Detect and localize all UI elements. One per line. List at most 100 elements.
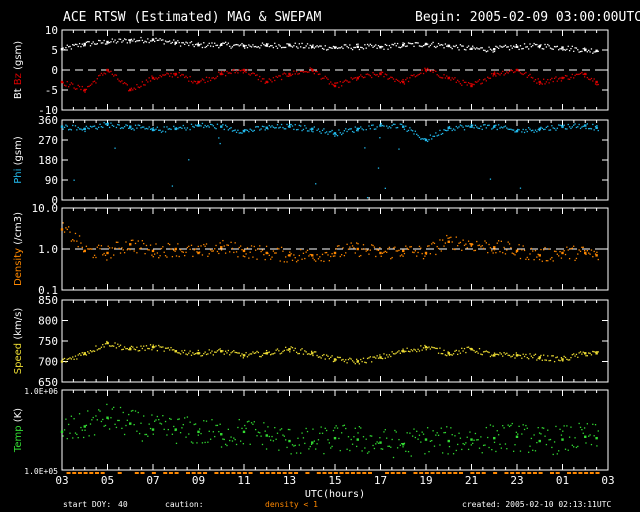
data-sample (310, 68, 313, 70)
data-sample (332, 255, 335, 257)
data-sample (151, 75, 153, 77)
data-sample (62, 222, 64, 224)
data-sample (77, 84, 79, 87)
data-sample (153, 346, 156, 348)
data-sample (83, 45, 85, 47)
data-point (242, 44, 246, 48)
data-sample (267, 128, 269, 130)
data-sample (440, 133, 442, 135)
data-sample (582, 73, 584, 75)
data-sample (197, 434, 199, 436)
data-sample (358, 363, 361, 365)
data-sample (444, 43, 447, 45)
data-sample (336, 135, 339, 137)
data-sample (533, 42, 535, 45)
data-sample (274, 79, 276, 82)
caution-mark (356, 472, 361, 474)
x-tick-label: 13 (283, 474, 296, 487)
data-sample (549, 79, 552, 81)
data-sample (118, 345, 120, 348)
data-sample (507, 424, 509, 426)
data-sample (590, 354, 593, 356)
data-sample (538, 258, 541, 261)
data-point (470, 438, 473, 441)
data-sample (394, 42, 396, 45)
data-sample (140, 127, 142, 129)
data-sample (278, 75, 280, 77)
data-sample (271, 125, 273, 127)
data-sample (512, 253, 515, 255)
data-sample (497, 354, 500, 356)
data-sample (91, 83, 93, 85)
data-sample (234, 438, 236, 441)
data-sample (113, 41, 115, 43)
data-sample (119, 81, 122, 83)
data-point (197, 124, 200, 127)
data-sample (310, 350, 313, 352)
data-sample (545, 260, 548, 262)
data-sample (104, 254, 107, 257)
data-sample (85, 125, 88, 128)
data-sample (203, 243, 205, 246)
data-sample (88, 128, 90, 130)
data-sample (275, 252, 277, 254)
data-sample (148, 249, 150, 251)
data-sample (201, 442, 204, 444)
data-sample (478, 348, 481, 350)
data-sample (330, 356, 332, 359)
data-sample (319, 73, 321, 75)
data-sample (530, 76, 533, 79)
begin-time: Begin: 2005-02-09 03:00:00UTC (415, 10, 640, 25)
data-sample (255, 352, 257, 354)
data-sample (122, 411, 124, 414)
data-sample (212, 250, 214, 252)
data-sample (592, 423, 594, 425)
data-sample (433, 69, 436, 72)
data-sample (481, 452, 483, 454)
data-sample (585, 355, 587, 357)
data-sample (96, 43, 98, 45)
data-sample (421, 431, 423, 433)
data-sample (65, 46, 67, 49)
data-sample (371, 435, 373, 437)
data-sample (147, 249, 149, 251)
data-sample (83, 436, 85, 439)
data-sample (581, 353, 583, 355)
caution-mark (276, 472, 281, 474)
data-sample (335, 425, 337, 427)
data-sample (103, 72, 105, 74)
data-sample (115, 426, 118, 429)
data-sample (298, 352, 300, 355)
data-sample (334, 255, 336, 257)
data-sample (123, 252, 126, 254)
data-sample (376, 249, 378, 251)
data-sample (89, 45, 92, 47)
data-sample (74, 125, 77, 127)
data-sample (328, 83, 331, 85)
data-sample (177, 243, 179, 245)
data-sample (435, 46, 437, 49)
data-sample (67, 226, 70, 228)
data-sample (394, 429, 396, 432)
data-sample (503, 126, 505, 128)
data-sample (169, 40, 171, 42)
data-sample (450, 236, 452, 238)
data-sample (207, 44, 209, 46)
x-tick-label: 15 (328, 474, 341, 487)
data-sample (442, 239, 444, 241)
data-sample (199, 44, 201, 46)
data-point (595, 254, 598, 257)
data-sample (162, 74, 164, 76)
data-sample (316, 45, 318, 47)
data-sample (564, 128, 567, 130)
data-sample (544, 359, 546, 361)
data-sample (125, 241, 127, 243)
data-sample (185, 353, 187, 355)
data-sample (373, 45, 376, 47)
data-sample (256, 350, 258, 353)
x-tick-label: 01 (556, 474, 569, 487)
data-point (595, 352, 598, 355)
data-sample (391, 256, 393, 259)
data-sample (123, 346, 126, 348)
data-sample (551, 446, 553, 449)
